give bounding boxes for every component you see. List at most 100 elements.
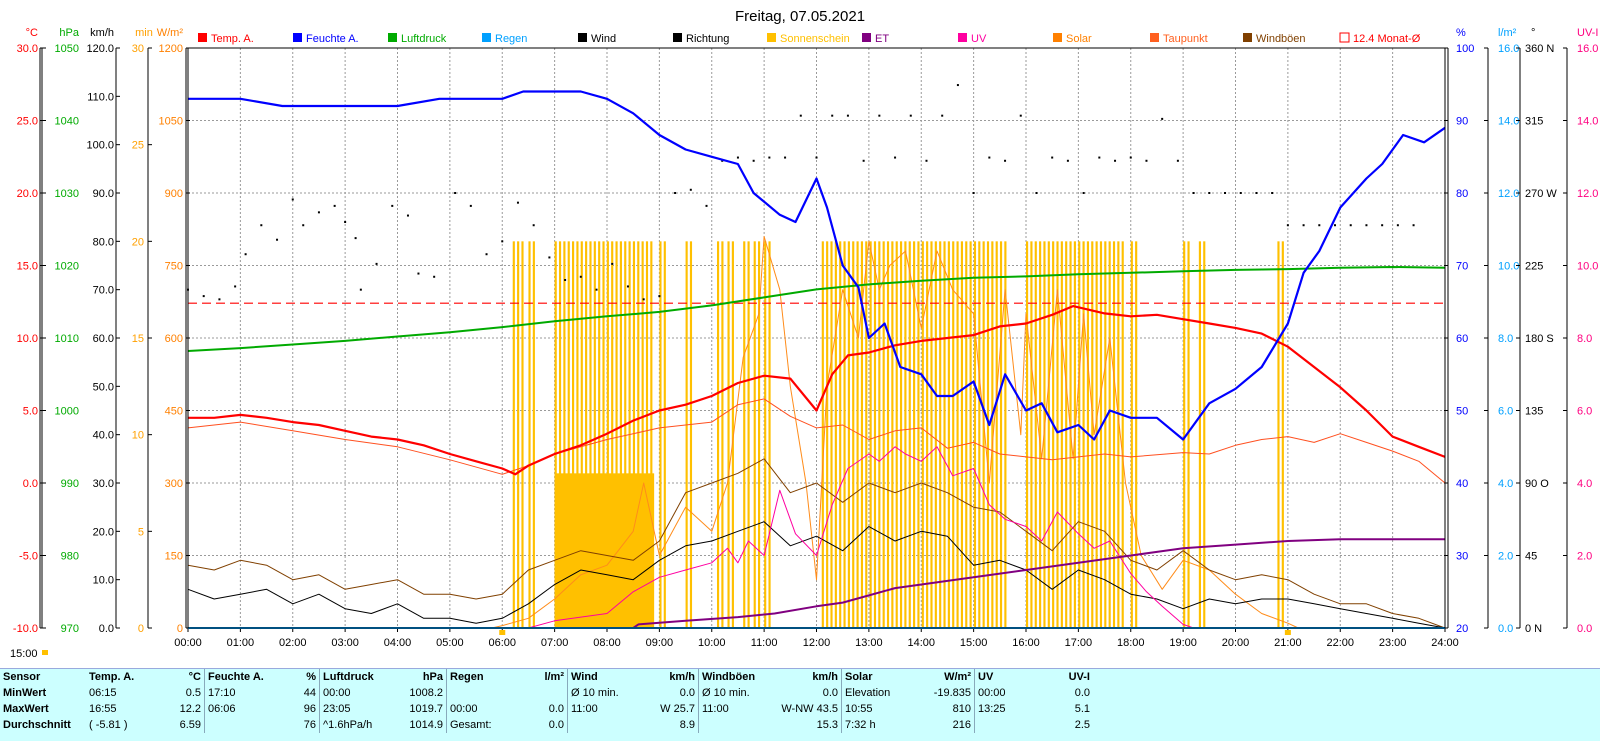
legend-swatch xyxy=(862,33,871,42)
sunshine-bar xyxy=(598,241,601,629)
right-axis-tick: 30 xyxy=(1456,551,1468,563)
x-axis-tick: 14:00 xyxy=(907,637,935,649)
left-axis-tick: 750 xyxy=(165,261,183,273)
sunshine-bar xyxy=(532,241,535,629)
direction-dot xyxy=(752,159,755,162)
gust-value: 15.3 xyxy=(816,719,838,731)
direction-dot xyxy=(501,240,504,243)
left-axis-tick: 5 xyxy=(138,526,144,538)
sunshine-bar xyxy=(611,241,614,629)
left-axis-tick: 15 xyxy=(132,333,144,345)
direction-dot xyxy=(333,204,336,207)
sunshine-bar xyxy=(747,241,750,629)
solar-line xyxy=(188,236,1445,629)
direction-dot xyxy=(736,156,739,159)
left-axis-tick: 20 xyxy=(132,236,144,248)
sunshine-bar xyxy=(1056,241,1059,629)
sunshine-bar xyxy=(589,241,592,629)
legend-label: Richtung xyxy=(686,33,729,45)
right-axis-tick: 80 xyxy=(1456,188,1468,200)
direction-dot xyxy=(469,204,472,207)
sunshine-bar xyxy=(743,241,746,629)
sunshine-bar xyxy=(852,241,855,629)
sunshine-bar xyxy=(1187,241,1190,629)
sunshine-bar xyxy=(606,241,609,629)
sunshine-bar xyxy=(913,241,916,629)
right-axis-tick: 90 O xyxy=(1525,478,1549,490)
wind-value: W 25.7 xyxy=(660,703,695,715)
left-axis-unit: °C xyxy=(26,27,38,39)
right-axis-tick: 2.0 xyxy=(1577,551,1592,563)
press-time: 00:00 xyxy=(319,685,396,701)
left-axis-tick: 10 xyxy=(132,430,144,442)
left-axis-unit: min xyxy=(135,27,153,39)
sunshine-bar xyxy=(908,241,911,629)
left-axis-tick: 1000 xyxy=(55,406,79,418)
direction-dot xyxy=(1286,224,1289,227)
gust-time: 11:00 xyxy=(698,701,775,717)
legend-label: 12.4 Monat-Ø xyxy=(1353,33,1421,45)
temp-value: 6.59 xyxy=(179,719,201,731)
x-start-label: 15:00 xyxy=(10,648,38,660)
sunshine-bar xyxy=(576,241,579,629)
direction-dot xyxy=(1176,159,1179,162)
hdr-solar: Solar xyxy=(841,669,918,685)
right-axis-tick: 0 N xyxy=(1525,623,1542,635)
summary-row-max: MaxWert 16:55 12.2 06:06 96 23:05 1019.7… xyxy=(0,701,1093,717)
temp-time: 06:15 xyxy=(89,687,117,699)
uv-value: 0.0 xyxy=(1074,687,1090,699)
hdr-hum-unit: % xyxy=(306,671,316,683)
sun-marker xyxy=(1284,630,1291,635)
x-axis-tick: 03:00 xyxy=(331,637,359,649)
hdr-gust: Windböen xyxy=(698,669,775,685)
sunshine-bar xyxy=(1104,241,1107,629)
temp-value: 12.2 xyxy=(179,703,201,715)
left-axis-tick: 110.0 xyxy=(87,91,114,103)
sunshine-bar xyxy=(1078,241,1081,629)
x-axis-tick: 18:00 xyxy=(1117,637,1145,649)
left-axis-tick: 300 xyxy=(165,478,183,490)
hdr-solar-unit: W/m² xyxy=(944,671,971,683)
direction-dot xyxy=(972,192,975,194)
hdr-sensor: Sensor xyxy=(3,671,41,683)
sunshine-bar xyxy=(716,241,720,629)
x-axis-tick: 10:00 xyxy=(698,637,726,649)
left-axis-tick: 1200 xyxy=(159,43,183,55)
right-axis-tick: 60 xyxy=(1456,333,1468,345)
direction-dot xyxy=(988,156,991,159)
sunshine-bar xyxy=(969,241,972,629)
press-value: 1014.9 xyxy=(409,719,443,731)
right-axis-unit: l/m² xyxy=(1498,27,1517,39)
direction-dot xyxy=(317,211,320,214)
humidity-line xyxy=(188,90,1446,441)
sunshine-bar xyxy=(952,241,955,629)
sunshine-bar xyxy=(1047,241,1050,629)
right-axis-tick: 270 W xyxy=(1525,188,1557,200)
solar-value: 216 xyxy=(952,719,971,731)
direction-dot xyxy=(260,224,263,227)
sunshine-bar xyxy=(956,241,959,629)
wind-line xyxy=(187,521,1446,629)
row-label: MinWert xyxy=(3,687,47,699)
right-axis-tick: 8.0 xyxy=(1577,333,1592,345)
x-axis-tick: 24:00 xyxy=(1431,637,1459,649)
sunshine-bar xyxy=(1117,241,1120,629)
left-axis-tick: -5.0 xyxy=(19,551,38,563)
rain-value: 0.0 xyxy=(548,719,564,731)
sunshine-bar xyxy=(934,241,937,629)
x-axis-tick: 23:00 xyxy=(1379,637,1407,649)
solar-time: 7:32 h xyxy=(841,717,918,733)
right-axis-unit: UV-I xyxy=(1577,27,1598,39)
direction-dot xyxy=(689,188,692,191)
sunshine-bar xyxy=(1108,241,1111,629)
direction-dot xyxy=(276,238,279,241)
x-axis-tick: 05:00 xyxy=(436,637,464,649)
direction-dot xyxy=(1271,192,1274,194)
direction-dot xyxy=(878,114,881,117)
right-axis-tick: 225 xyxy=(1525,261,1543,273)
sunshine-bar xyxy=(753,241,756,629)
left-axis-tick: 150 xyxy=(165,551,183,563)
sunshine-bar xyxy=(558,241,562,629)
wind-time: Ø 10 min. xyxy=(567,685,644,701)
gust-value: 0.0 xyxy=(822,687,838,699)
